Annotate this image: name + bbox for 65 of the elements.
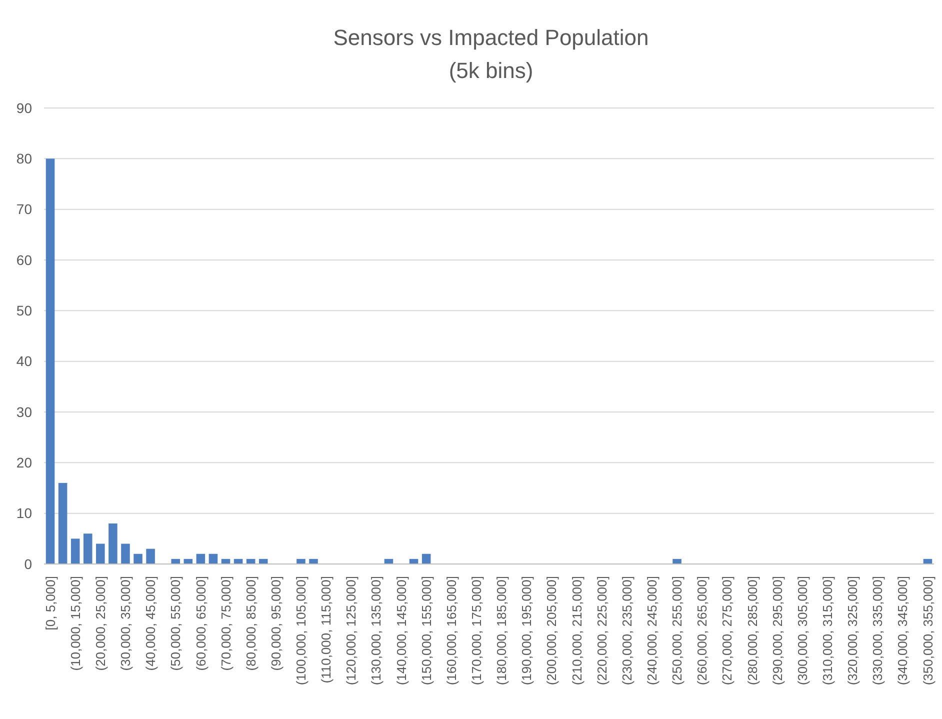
bar [171,558,180,564]
bar [258,558,268,564]
x-tick-label: (230,000, 235,000] [619,576,634,686]
x-tick-label: (200,000, 205,000] [544,576,560,686]
x-tick-label: (220,000, 225,000] [594,576,610,686]
bar [672,558,682,564]
bar [146,548,155,564]
x-tick-label: (160,000, 165,000] [444,576,459,686]
x-tick-label: (250,000, 255,000] [670,576,685,686]
x-tick-label: (170,000, 175,000] [469,576,484,686]
y-tick-label: 30 [16,404,32,420]
x-tick-label: (120,000, 125,000] [344,576,359,686]
x-tick-label: (10,000, 15,000] [68,576,83,671]
bar [422,554,431,564]
x-tick-label: (50,000, 55,000] [168,576,184,671]
bar [96,544,105,564]
bar [309,558,318,564]
x-tick-label: (80,000, 85,000] [243,576,258,671]
x-tick-label: (280,000, 285,000] [744,576,760,686]
x-tick-label: (140,000, 145,000] [394,576,409,686]
x-tick-label: (310,000, 315,000] [820,576,835,686]
y-tick-label: 40 [16,353,32,370]
bar [83,534,92,564]
x-tick-label: (350,000, 355,000] [920,576,936,686]
bar [134,554,142,564]
bar [108,523,118,564]
x-tick-label: (100,000, 105,000] [294,576,309,686]
x-tick-label: (180,000, 185,000] [494,576,510,686]
x-tick-label: (290,000, 295,000] [770,576,785,686]
bar [296,558,306,564]
x-tick-label: (20,000, 25,000] [92,576,108,671]
bar [121,544,130,564]
x-tick-label: (340,000, 345,000] [895,576,910,686]
x-tick-label: (240,000, 245,000] [644,576,660,686]
x-tick-label: (40,000, 45,000] [143,576,158,671]
x-tick-label: (30,000, 35,000] [118,576,134,671]
x-tick-label: (330,000, 335,000] [870,576,886,686]
chart-subtitle: (5k bins) [448,58,534,83]
y-tick-label: 90 [16,100,32,116]
y-tick-label: 20 [16,454,32,471]
y-tick-label: 60 [16,252,32,268]
bar [196,554,206,564]
y-tick-label: 0 [24,556,32,572]
x-tick-label: (110,000, 115,000] [318,576,334,684]
x-tick-label: (130,000, 135,000] [368,576,384,686]
x-tick-label: (320,000, 325,000] [845,576,860,686]
bar [208,554,218,564]
x-tick-label: (90,000, 95,000] [268,576,284,671]
x-tick-label: (300,000, 305,000] [794,576,810,686]
chart-title: Sensors vs Impacted Population [333,25,649,50]
bar [46,158,55,564]
bar [70,538,80,564]
x-tick-label: [0, 5,000] [42,576,58,630]
y-tick-label: 50 [16,302,32,319]
x-tick-label: (60,000, 65,000] [193,576,208,671]
y-tick-label: 70 [16,201,32,218]
bar [58,482,68,564]
x-tick-label: (210,000, 215,000] [569,576,584,686]
x-tick-label: (270,000, 275,000] [720,576,735,686]
y-tick-label: 80 [16,150,32,167]
x-tick-label: (260,000, 265,000] [694,576,710,686]
y-tick-label: 10 [16,505,32,522]
x-tick-label: (150,000, 155,000] [418,576,434,686]
x-tick-label: (190,000, 195,000] [519,576,534,686]
x-tick-label: (70,000, 75,000] [218,576,234,671]
